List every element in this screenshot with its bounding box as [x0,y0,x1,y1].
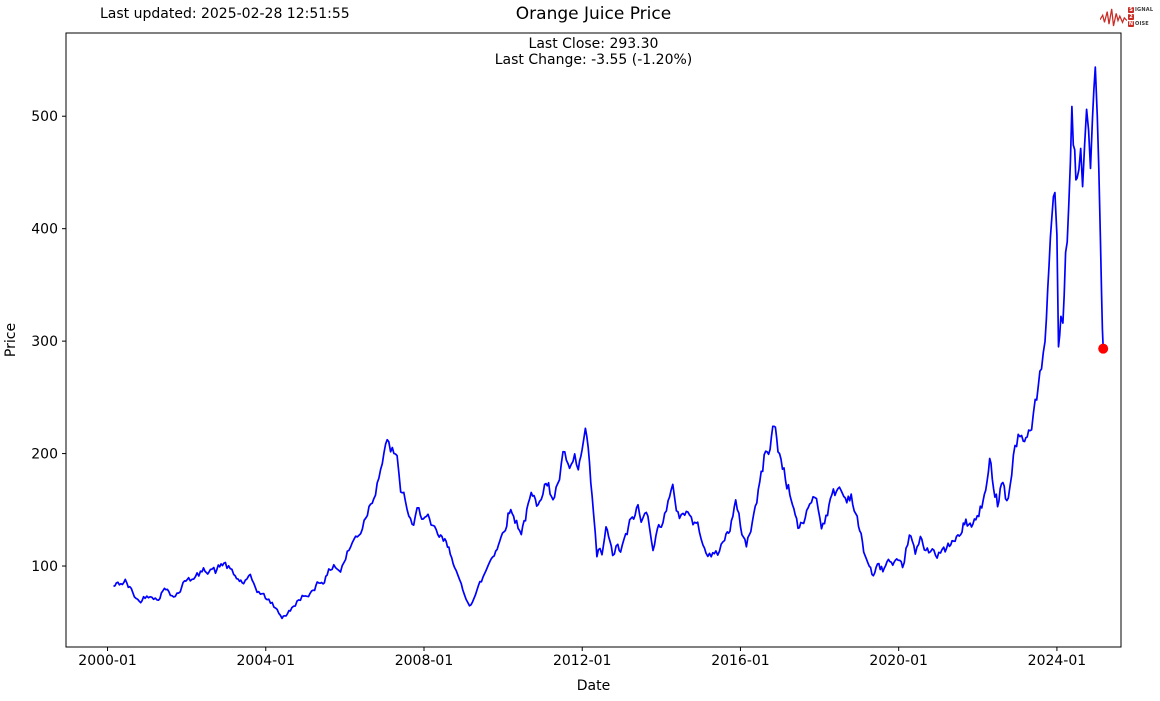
y-tick-label: 200 [31,447,58,463]
y-axis-label: Price [3,323,19,357]
logo-letter-n: N [1128,21,1134,27]
y-tick-label: 300 [31,334,58,350]
logo-word-oise: OISE [1135,21,1149,27]
y-tick-label: 500 [31,109,58,125]
signal2noise-logo: S IGNAL 2 N OISE [1100,2,1156,32]
price-line [113,66,1105,620]
x-tick-label: 2024-01 [1028,653,1087,669]
x-tick-label: 2016-01 [711,653,770,669]
x-tick-label: 2020-01 [869,653,928,669]
x-tick-label: 2004-01 [237,653,296,669]
last-price-marker [1098,343,1109,354]
x-tick-label: 2000-01 [78,653,137,669]
logo-letter-s: S [1128,7,1134,13]
x-tick-label: 2008-01 [395,653,454,669]
y-tick-label: 100 [31,559,58,575]
logo-text: S IGNAL 2 N OISE [1128,7,1153,28]
x-tick-label: 2012-01 [553,653,612,669]
y-axis: 100 200 300 400 500 [31,109,66,575]
y-tick-label: 400 [31,222,58,238]
last-updated-text: Last updated: 2025-02-28 12:51:55 [100,6,350,22]
logo-word-ignal: IGNAL [1135,7,1154,13]
plot-border [65,32,1122,648]
chart-title: Orange Juice Price [515,4,672,24]
ecg-waveform-icon [1100,8,1127,27]
x-axis-label: Date [577,678,610,694]
x-axis: 2000-01 2004-01 2008-01 2012-01 2016-01 2020-… [78,647,1086,669]
logo-letter-2: 2 [1128,14,1134,20]
